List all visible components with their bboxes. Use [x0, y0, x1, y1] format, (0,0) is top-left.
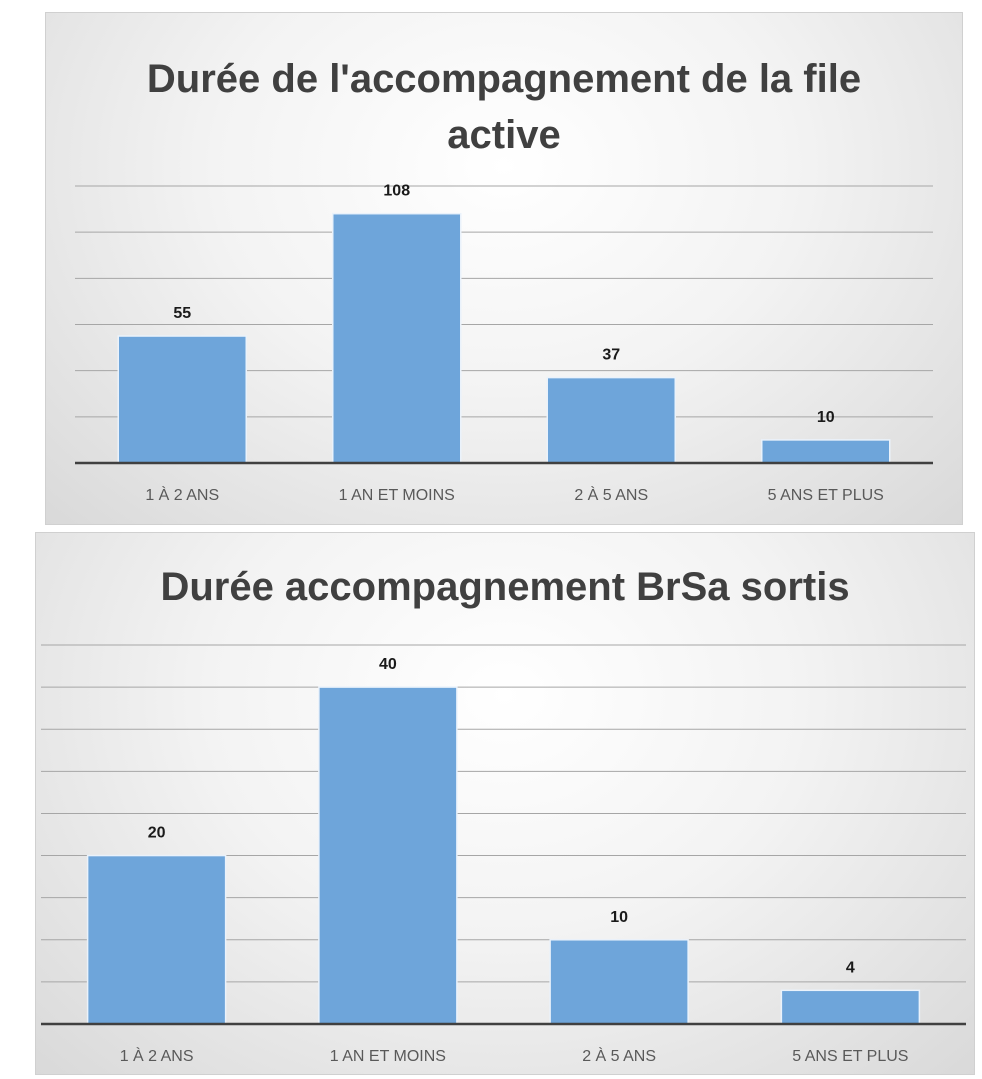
chart: Durée accompagnement BrSa sortis 20 1 À 2…: [35, 532, 975, 1075]
x-tick-label: 5 ANS ET PLUS: [792, 1048, 908, 1065]
bar: [549, 939, 689, 1025]
value-label: 10: [610, 909, 628, 926]
value-label: 37: [602, 347, 620, 364]
x-tick-label: 5 ANS ET PLUS: [768, 487, 884, 504]
x-tick-label: 1 À 2 ANS: [145, 485, 219, 504]
x-tick-label: 1 À 2 ANS: [120, 1046, 194, 1065]
plot: 55 1 À 2 ANS 108 1 AN ET MOINS 37 2 À 5 ANS 10…: [75, 183, 933, 504]
value-label: 40: [379, 656, 397, 673]
x-tick-label: 1 AN ET MOINS: [330, 1048, 446, 1065]
plot: 20 1 À 2 ANS 40 1 AN ET MOINS 10 2 À 5 ANS 4 5 …: [41, 644, 966, 1065]
value-label: 108: [383, 183, 410, 200]
bar: [780, 989, 921, 1025]
value-label: 4: [846, 959, 855, 976]
bar: [86, 854, 227, 1025]
x-tick-label: 1 AN ET MOINS: [339, 487, 455, 504]
bar: [318, 686, 458, 1025]
x-tick-label: 2 À 5 ANS: [574, 485, 648, 504]
chart-title: Durée de l'accompagnement de la file act…: [146, 57, 862, 157]
x-tick-label: 2 À 5 ANS: [582, 1046, 656, 1065]
bar: [546, 376, 676, 464]
chart-title: Durée accompagnement BrSa sortis: [160, 565, 850, 609]
bar: [117, 335, 247, 464]
bar: [332, 212, 462, 464]
value-label: 20: [148, 825, 166, 842]
value-label: 10: [817, 409, 835, 426]
chart: Durée de l'accompagnement de la file act…: [45, 12, 963, 525]
value-label: 55: [173, 305, 191, 322]
bar: [761, 439, 891, 464]
